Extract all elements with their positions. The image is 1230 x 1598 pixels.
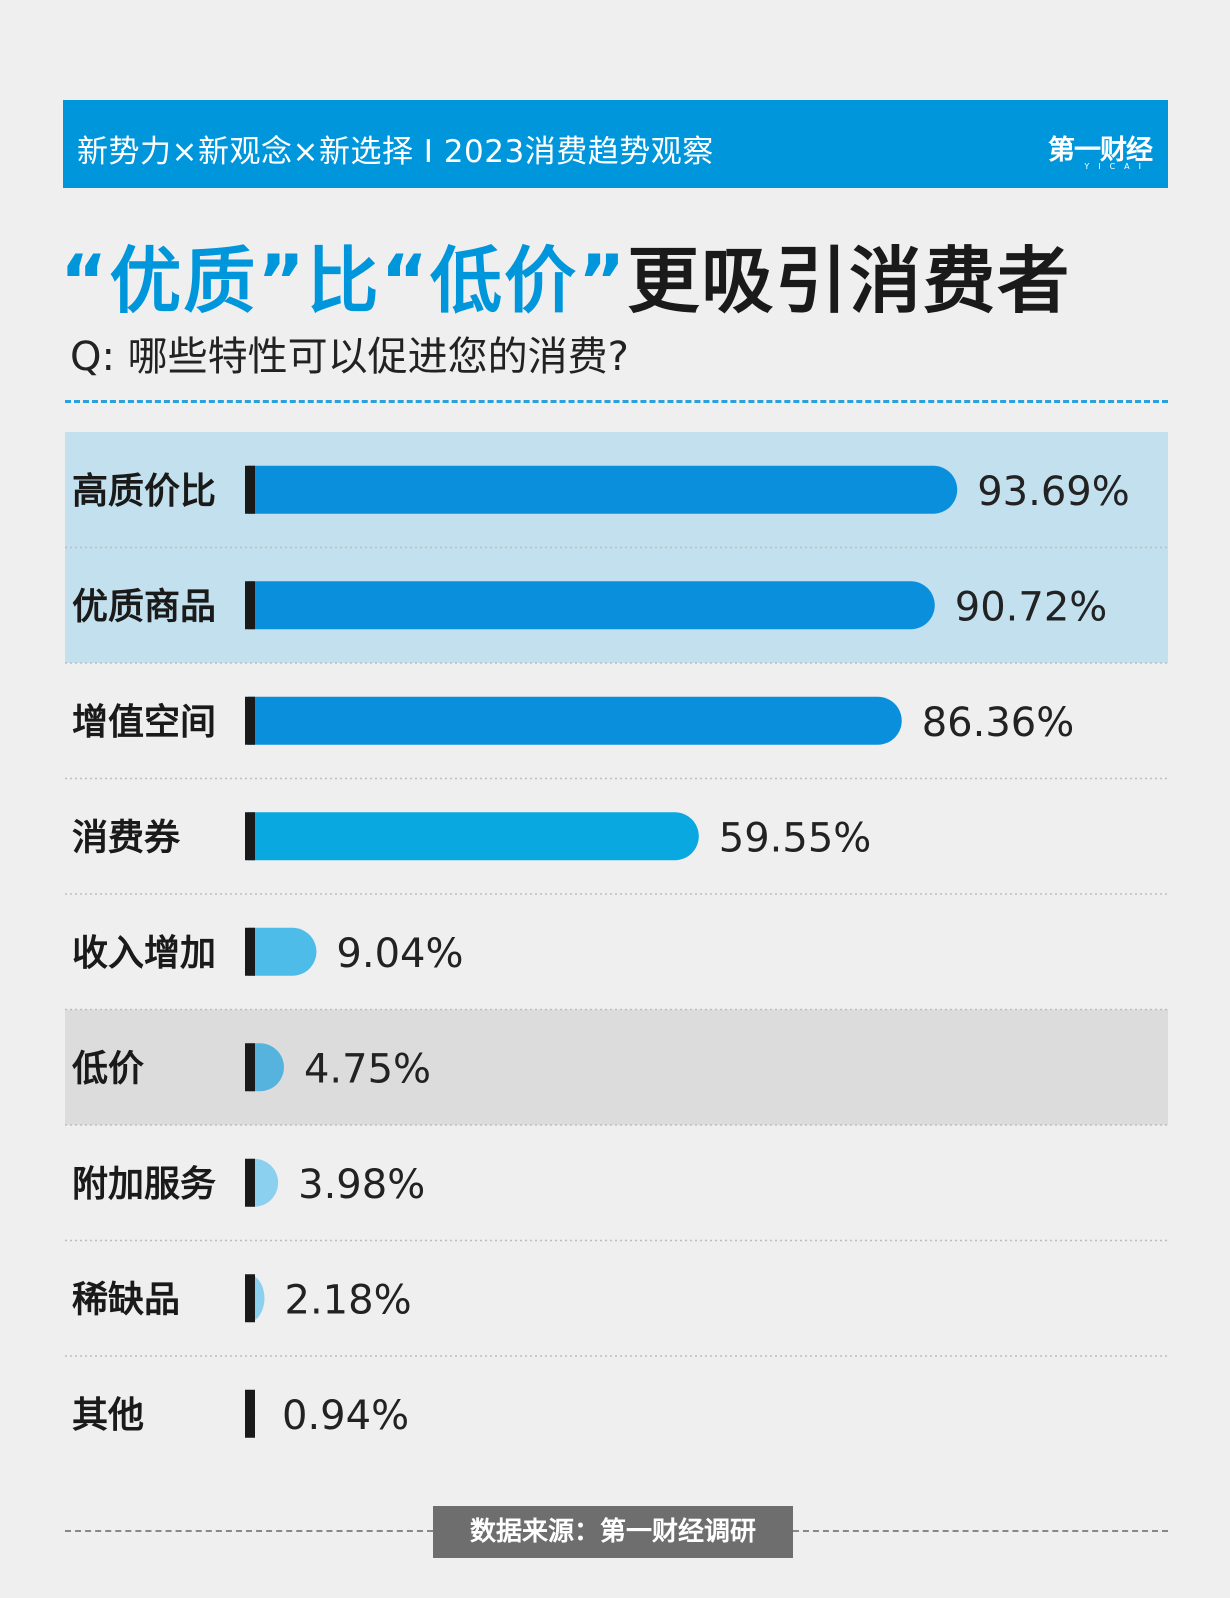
value-label: 86.36% <box>922 700 1075 746</box>
highlight-band-gray <box>65 1009 1168 1125</box>
category-label: 低价 <box>72 1048 144 1089</box>
category-label: 高质价比 <box>72 471 216 512</box>
bar-start-marker <box>245 1043 255 1092</box>
bar-start-marker <box>245 927 255 976</box>
bar <box>248 927 317 976</box>
value-label: 9.04% <box>336 931 463 977</box>
category-label: 优质商品 <box>72 586 216 627</box>
value-label: 93.69% <box>977 469 1130 515</box>
value-label: 90.72% <box>955 584 1108 630</box>
footer-divider-right <box>793 1530 1168 1532</box>
value-label: 3.98% <box>298 1162 425 1208</box>
header-banner: 新势力×新观念×新选择 I 2023消费趋势观察 第一财经 YICAI <box>63 100 1168 188</box>
bar-start-marker <box>245 1389 255 1438</box>
page-title-rest: 更吸引消费者 <box>627 239 1072 323</box>
value-label: 0.94% <box>282 1393 409 1439</box>
page-title-highlight: “优质”比“低价” <box>60 239 628 323</box>
category-label: 附加服务 <box>72 1164 216 1205</box>
category-label: 其他 <box>72 1395 144 1436</box>
bar-start-marker <box>245 1158 255 1207</box>
bar <box>248 812 699 861</box>
bar-start-marker <box>245 465 255 514</box>
value-label: 2.18% <box>285 1277 412 1323</box>
bar <box>248 1158 279 1207</box>
page-title: “优质”比“低价”更吸引消费者 <box>60 222 1071 327</box>
bar-start-marker <box>245 696 255 745</box>
category-label: 消费券 <box>72 817 181 858</box>
survey-question: Q: 哪些特性可以促进您的消费? <box>70 334 629 380</box>
brand-logo: 第一财经 <box>1048 135 1153 166</box>
category-label: 稀缺品 <box>72 1279 180 1320</box>
header-divider <box>65 400 1168 403</box>
category-label: 收入增加 <box>72 933 216 974</box>
value-label: 4.75% <box>304 1046 431 1092</box>
bar-chart: 高质价比 93.69% 优质商品 90.72% 增值空间 86.36% 消费券 59.55% 收… <box>65 432 1168 1439</box>
brand-logo-subtext: YICAI <box>1084 162 1150 171</box>
bar-start-marker <box>245 1274 255 1323</box>
category-label: 增值空间 <box>72 702 216 743</box>
bar <box>248 696 902 745</box>
footer-divider-left <box>65 1530 433 1532</box>
bar <box>248 581 935 630</box>
bar <box>248 1043 284 1092</box>
bar-start-marker <box>245 581 255 630</box>
data-source-label: 数据来源：第一财经调研 <box>433 1506 793 1558</box>
bar <box>248 465 958 514</box>
value-label: 59.55% <box>719 815 872 861</box>
banner-text: 新势力×新观念×新选择 I 2023消费趋势观察 <box>77 134 714 170</box>
bar-start-marker <box>245 812 255 861</box>
